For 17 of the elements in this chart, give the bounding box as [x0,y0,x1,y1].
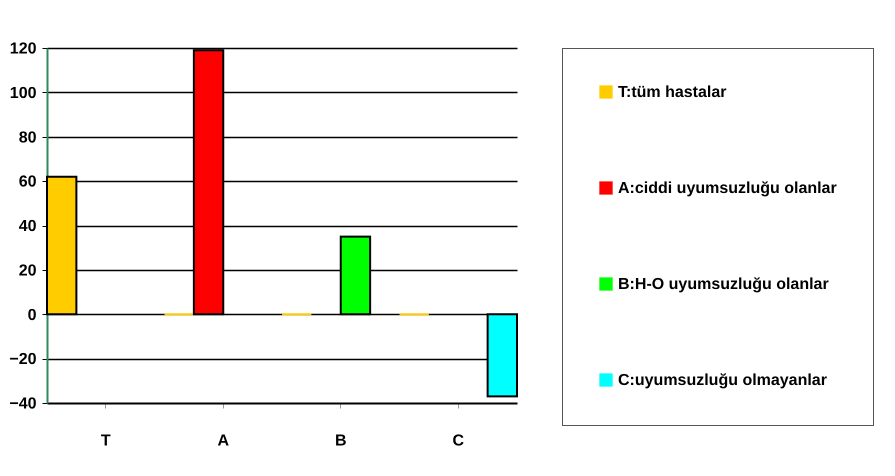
legend-label: T:tüm hastalar [618,84,726,101]
x-tick-label: T [100,432,111,450]
y-tick-label: −20 [9,351,37,368]
y-tick-label: 80 [18,129,37,146]
legend-label: C:uyumsuzluğu olmayanlar [618,372,827,389]
y-tick-label: 120 [10,40,37,58]
x-tick-label: B [334,432,347,450]
y-tick-label: 0 [28,306,37,324]
y-tick-label: 60 [18,174,37,191]
y-tick-label: 40 [18,218,37,235]
legend-label: B:H-O uyumsuzluğu olanlar [618,276,829,293]
y-tick-label: 20 [18,262,37,280]
legend-label: A:ciddi uyumsuzluğu olanlar [618,180,837,197]
x-tick-label: A [217,432,230,450]
y-tick-label: −40 [9,396,37,412]
y-tick-label: 100 [10,84,37,102]
x-tick-label: C [452,432,464,450]
